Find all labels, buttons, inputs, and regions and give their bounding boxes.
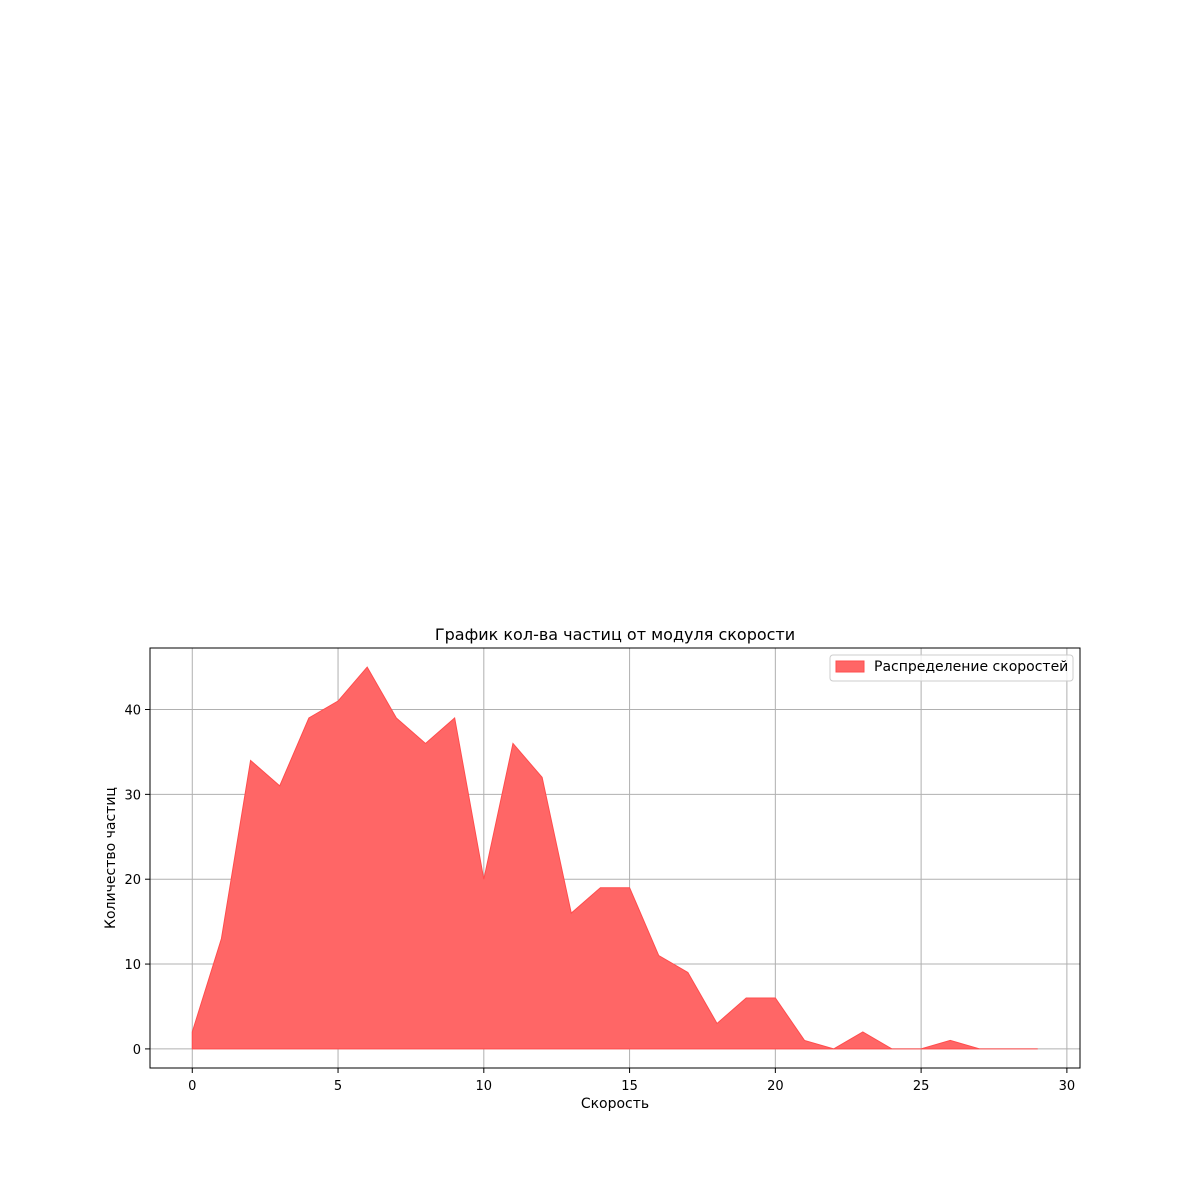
y-axis-label: Количество частиц: [103, 787, 119, 929]
x-tick-label: 5: [334, 1079, 342, 1094]
x-tick-label: 30: [1059, 1079, 1076, 1094]
chart-title: График кол-ва частиц от модуля скорости: [435, 625, 795, 644]
y-tick-label: 20: [124, 873, 141, 888]
y-tick-label: 30: [124, 788, 141, 803]
legend-box: [829, 654, 1074, 682]
x-axis-label: Скорость: [581, 1096, 649, 1112]
legend-swatch: [835, 660, 865, 673]
area-layer: [191, 666, 1038, 1050]
plot-frame: [149, 647, 1081, 1069]
legend-label: Распределение скоростей: [874, 659, 1068, 675]
x-tick-label: 15: [621, 1079, 638, 1094]
area-fill: [191, 666, 1038, 1050]
x-tick-label: 25: [913, 1079, 930, 1094]
x-axis: 0 5 10 15 20 25 30: [188, 1068, 1075, 1094]
y-tick-label: 0: [133, 1043, 141, 1058]
x-tick-label: 20: [767, 1079, 784, 1094]
legend: Распределение скоростей: [829, 654, 1074, 682]
x-tick-label: 10: [476, 1079, 493, 1094]
y-tick-label: 40: [124, 704, 141, 719]
y-axis: 0 10 20 30 40: [124, 704, 150, 1058]
x-tick-label: 0: [188, 1079, 196, 1094]
y-tick-label: 10: [124, 958, 141, 973]
